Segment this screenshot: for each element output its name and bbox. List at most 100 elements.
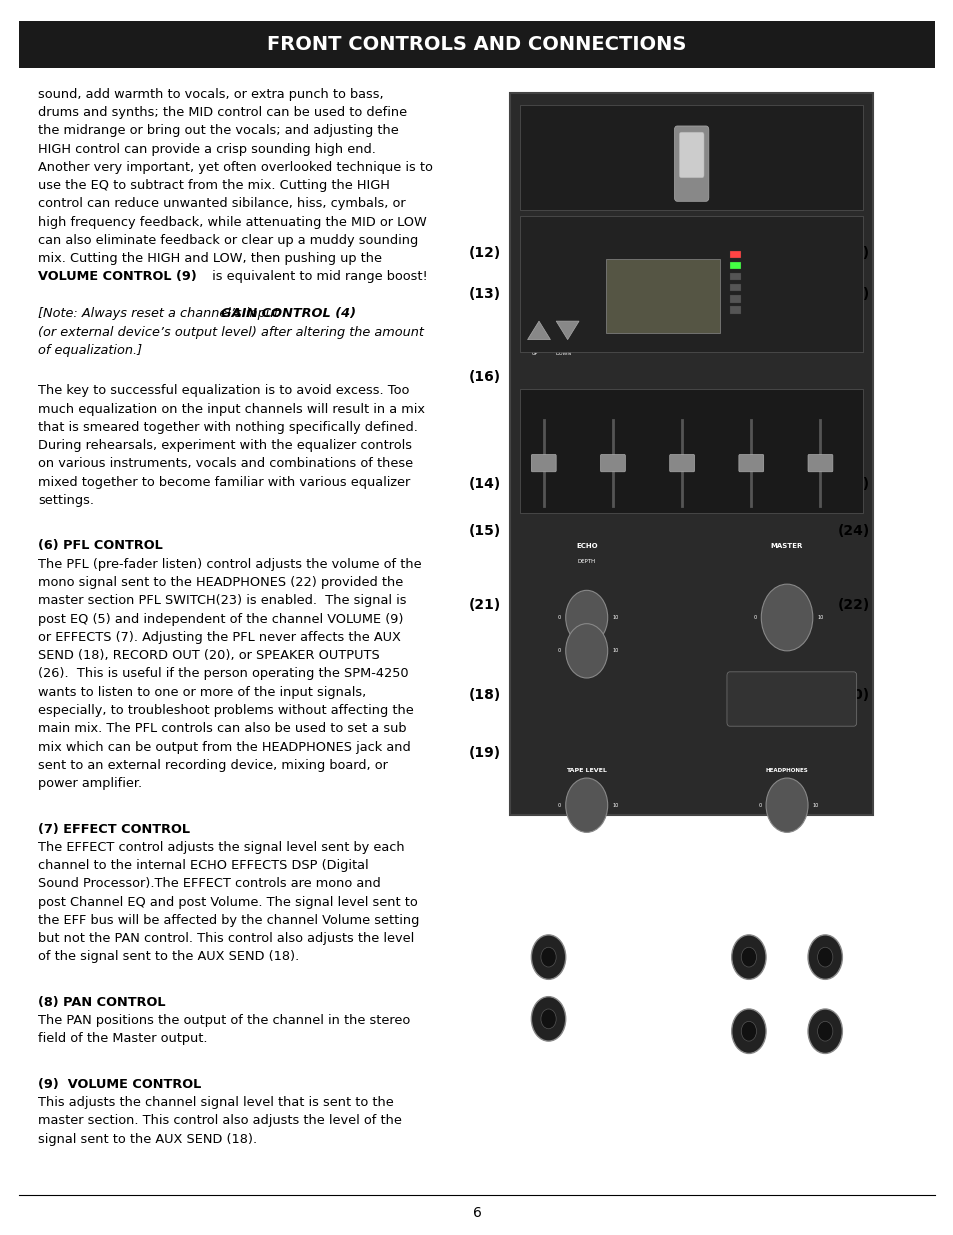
- FancyBboxPatch shape: [674, 126, 708, 201]
- Text: (10): (10): [646, 132, 679, 147]
- Text: (11): (11): [837, 287, 869, 301]
- Text: AUX: AUX: [578, 902, 594, 908]
- Circle shape: [731, 1009, 765, 1053]
- Text: much equalization on the input channels will result in a mix: much equalization on the input channels …: [38, 403, 425, 416]
- Text: POWER: POWER: [675, 115, 707, 124]
- FancyBboxPatch shape: [729, 295, 740, 303]
- Text: L: L: [746, 1050, 750, 1055]
- Text: GRAPHIC EQUALIZER: GRAPHIC EQUALIZER: [650, 399, 732, 405]
- Text: Sound Processor).The EFFECT controls are mono and: Sound Processor).The EFFECT controls are…: [38, 877, 380, 890]
- Text: of equalization.]: of equalization.]: [38, 343, 142, 357]
- Text: high frequency feedback, while attenuating the MID or LOW: high frequency feedback, while attenuati…: [38, 216, 426, 228]
- Text: 10: 10: [612, 648, 618, 653]
- Text: 0: 0: [753, 615, 756, 620]
- Text: DEPTH: DEPTH: [577, 559, 596, 564]
- Text: RETURN: RETURN: [537, 1041, 559, 1046]
- Circle shape: [817, 947, 832, 967]
- Circle shape: [540, 1009, 556, 1029]
- Text: but not the PAN control. This control also adjusts the level: but not the PAN control. This control al…: [38, 932, 414, 945]
- Text: -12: -12: [850, 488, 858, 493]
- Text: -28: -28: [744, 308, 752, 312]
- Text: or EFFECTS (7). Adjusting the PFL never affects the AUX: or EFFECTS (7). Adjusting the PFL never …: [38, 631, 400, 643]
- FancyBboxPatch shape: [729, 306, 740, 314]
- Circle shape: [565, 590, 607, 645]
- Text: 0: 0: [744, 263, 747, 268]
- FancyBboxPatch shape: [738, 454, 762, 472]
- Text: DOWN: DOWN: [556, 351, 571, 356]
- Text: MASTER: MASTER: [770, 543, 802, 550]
- Text: 10: 10: [612, 803, 618, 808]
- Text: (18): (18): [468, 688, 500, 703]
- FancyBboxPatch shape: [729, 262, 740, 269]
- Text: settings.: settings.: [38, 494, 94, 508]
- Text: mix which can be output from the HEADPHONES jack and: mix which can be output from the HEADPHO…: [38, 741, 411, 753]
- Text: mono signal sent to the HEADPHONES (22) provided the: mono signal sent to the HEADPHONES (22) …: [38, 576, 403, 589]
- Text: Another very important, yet often overlooked technique is to: Another very important, yet often overlo…: [38, 161, 433, 174]
- Text: use the EQ to subtract from the mix. Cutting the HIGH: use the EQ to subtract from the mix. Cut…: [38, 179, 390, 193]
- Text: field of the Master output.: field of the Master output.: [38, 1032, 208, 1046]
- Text: channel to the internal ECHO EFFECTS DSP (Digital: channel to the internal ECHO EFFECTS DSP…: [38, 860, 369, 872]
- Circle shape: [807, 1009, 841, 1053]
- Text: power amplifier.: power amplifier.: [38, 777, 142, 790]
- Text: EFFECTS DISPLAY: EFFECTS DISPLAY: [610, 233, 653, 238]
- Text: main mix. The PFL controls can also be used to set a sub: main mix. The PFL controls can also be u…: [38, 722, 406, 735]
- Text: (23): (23): [837, 477, 869, 492]
- Text: (21): (21): [468, 598, 500, 613]
- Text: can also eliminate feedback or clear up a muddy sounding: can also eliminate feedback or clear up …: [38, 233, 418, 247]
- Text: (13): (13): [468, 287, 500, 301]
- Circle shape: [807, 935, 841, 979]
- Text: LEVEL: LEVEL: [578, 626, 595, 631]
- FancyBboxPatch shape: [519, 216, 862, 352]
- Text: HEADPHONES: HEADPHONES: [765, 768, 807, 773]
- Text: the EFF bus will be affected by the channel Volume setting: the EFF bus will be affected by the chan…: [38, 914, 419, 927]
- Text: master section. This control also adjusts the level of the: master section. This control also adjust…: [38, 1114, 401, 1128]
- Text: mix. Cutting the HIGH and LOW, then pushing up the: mix. Cutting the HIGH and LOW, then push…: [38, 252, 382, 266]
- Text: master section PFL SWITCH(23) is enabled.  The signal is: master section PFL SWITCH(23) is enabled…: [38, 594, 406, 608]
- Text: +12: +12: [847, 430, 858, 436]
- Text: (7) EFFECT CONTROL: (7) EFFECT CONTROL: [38, 823, 190, 836]
- Text: TIME: TIME: [541, 310, 555, 315]
- FancyBboxPatch shape: [605, 259, 720, 333]
- Text: OUTPUT: OUTPUT: [775, 1031, 798, 1036]
- FancyBboxPatch shape: [510, 93, 872, 815]
- FancyBboxPatch shape: [729, 273, 740, 280]
- Circle shape: [540, 947, 556, 967]
- Text: This adjusts the channel signal level that is sent to the: This adjusts the channel signal level th…: [38, 1097, 394, 1109]
- FancyBboxPatch shape: [726, 672, 856, 726]
- Text: (or external device’s output level) after altering the amount: (or external device’s output level) afte…: [38, 326, 423, 338]
- Text: +48V POWER: +48V POWER: [586, 341, 619, 346]
- Text: 0: 0: [558, 615, 560, 620]
- Text: (9)  VOLUME CONTROL: (9) VOLUME CONTROL: [38, 1078, 201, 1091]
- Text: [Note: Always reset a channel’s input: [Note: Always reset a channel’s input: [38, 308, 283, 320]
- Circle shape: [531, 997, 565, 1041]
- Text: 12K: 12K: [815, 411, 824, 416]
- Text: -12: -12: [744, 285, 752, 290]
- Circle shape: [760, 584, 812, 651]
- Text: signal sent to the AUX SEND (18).: signal sent to the AUX SEND (18).: [38, 1132, 257, 1146]
- Circle shape: [765, 778, 807, 832]
- Text: drums and synths; the MID control can be used to define: drums and synths; the MID control can be…: [38, 106, 407, 119]
- Text: (8) PAN CONTROL: (8) PAN CONTROL: [38, 995, 166, 1009]
- Polygon shape: [527, 321, 550, 340]
- Text: 0: 0: [855, 458, 858, 463]
- Text: ECHO: ECHO: [576, 543, 597, 550]
- Text: of the signal sent to the AUX SEND (18).: of the signal sent to the AUX SEND (18).: [38, 951, 299, 963]
- Circle shape: [565, 778, 607, 832]
- Text: R: R: [822, 1050, 826, 1055]
- FancyBboxPatch shape: [679, 132, 703, 178]
- Text: sound, add warmth to vocals, or extra punch to bass,: sound, add warmth to vocals, or extra pu…: [38, 88, 383, 101]
- Text: (12): (12): [468, 246, 500, 261]
- Text: During rehearsals, experiment with the equalizer controls: During rehearsals, experiment with the e…: [38, 440, 412, 452]
- Text: 63Hz: 63Hz: [537, 411, 550, 416]
- Circle shape: [817, 1021, 832, 1041]
- Text: sent to an external recording device, mixing board, or: sent to an external recording device, mi…: [38, 758, 388, 772]
- Text: (6) PFL CONTROL: (6) PFL CONTROL: [38, 540, 163, 552]
- Text: The key to successful equalization is to avoid excess. Too: The key to successful equalization is to…: [38, 384, 409, 398]
- Text: 250Hz: 250Hz: [604, 411, 620, 416]
- Text: control can reduce unwanted sibilance, hiss, cymbals, or: control can reduce unwanted sibilance, h…: [38, 198, 405, 210]
- Text: (17): (17): [837, 246, 869, 261]
- FancyBboxPatch shape: [729, 284, 740, 291]
- FancyBboxPatch shape: [519, 105, 862, 210]
- FancyBboxPatch shape: [600, 454, 625, 472]
- Text: (19): (19): [468, 746, 500, 761]
